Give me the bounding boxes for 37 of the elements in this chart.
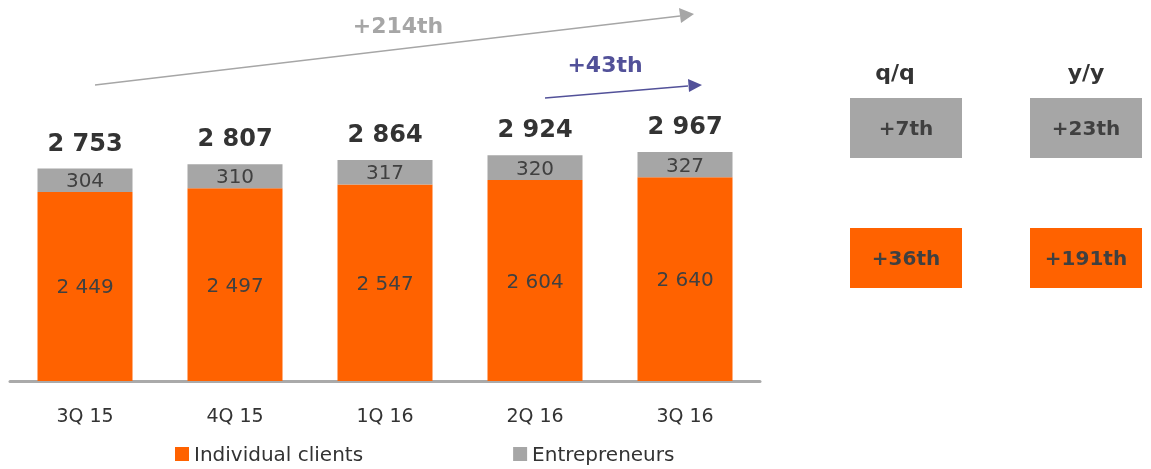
bar bbox=[637, 177, 733, 381]
total-label: 2 924 bbox=[497, 115, 573, 144]
total-label: 2 864 bbox=[347, 119, 423, 148]
bar bbox=[337, 184, 433, 381]
data-label: 304 bbox=[65, 168, 105, 193]
bar bbox=[487, 180, 583, 381]
bar bbox=[37, 191, 133, 381]
bar bbox=[187, 188, 283, 381]
x-tick-label: 3Q 15 bbox=[56, 403, 114, 426]
x-tick-label: 1Q 16 bbox=[356, 403, 414, 426]
data-label: 2 547 bbox=[356, 270, 414, 295]
data-label: 320 bbox=[515, 155, 555, 180]
text: +214th bbox=[352, 12, 444, 38]
data-label: 2 449 bbox=[56, 274, 114, 299]
bar bbox=[637, 152, 733, 178]
text: +43th bbox=[567, 51, 643, 77]
text: +191th bbox=[1044, 246, 1128, 270]
data-label: 327 bbox=[665, 152, 705, 177]
text: +23th bbox=[1051, 116, 1121, 140]
data-label: 2 604 bbox=[506, 268, 564, 293]
text: +7th bbox=[878, 116, 934, 140]
text: y/y bbox=[1067, 59, 1105, 85]
x-tick-label: 2Q 16 bbox=[506, 403, 564, 426]
x-tick-label: 3Q 16 bbox=[656, 403, 714, 426]
text: q/q bbox=[875, 59, 915, 85]
bar bbox=[487, 155, 583, 181]
data-label: 2 497 bbox=[206, 272, 264, 297]
data-label: 317 bbox=[365, 160, 405, 185]
text: +36th bbox=[871, 246, 941, 270]
x-tick-label: 4Q 15 bbox=[206, 403, 264, 426]
total-label: 2 807 bbox=[197, 124, 273, 153]
data-label: 310 bbox=[215, 164, 255, 189]
total-label: 2 967 bbox=[647, 112, 723, 140]
legend-label: Individual clients bbox=[194, 442, 364, 466]
total-label: 2 753 bbox=[47, 128, 123, 157]
legend-label: Entrepreneurs bbox=[532, 442, 675, 466]
data-label: 2 640 bbox=[656, 267, 714, 292]
